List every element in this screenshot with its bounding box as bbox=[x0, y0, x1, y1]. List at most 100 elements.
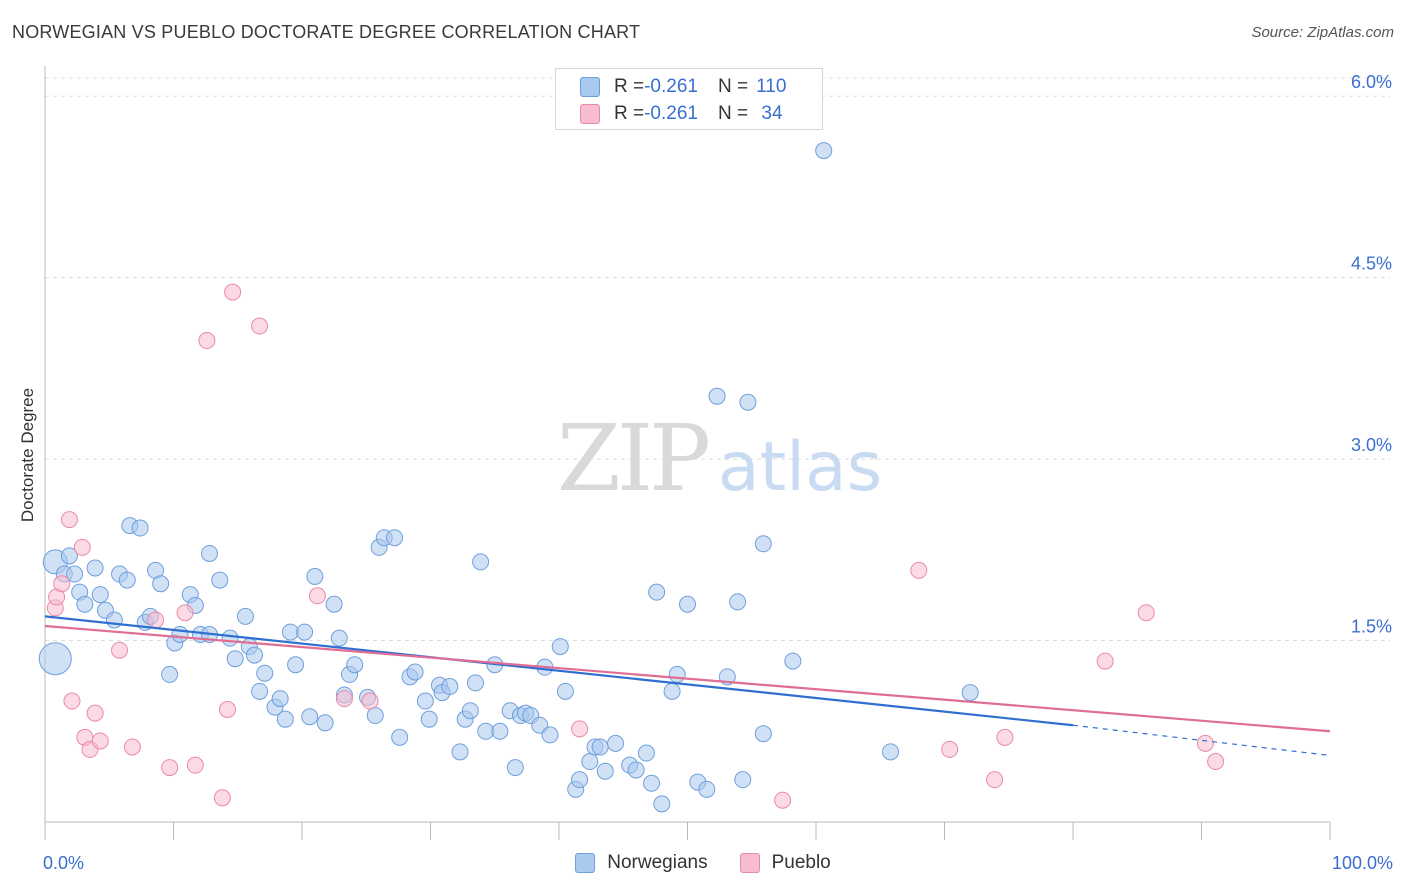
legend-row-norwegians: R = -0.261 N = 110 bbox=[580, 74, 786, 100]
data-point-norwegians bbox=[461, 702, 479, 720]
data-point-norwegians bbox=[556, 682, 574, 700]
axis-layer: 1.5% 3.0% 4.5% 6.0% 0.0% 100.0% bbox=[43, 66, 1393, 873]
legend-row-pueblo: R = -0.261 N = 34 bbox=[580, 101, 783, 127]
data-point-norwegians bbox=[607, 734, 625, 752]
data-point-norwegians bbox=[679, 595, 696, 613]
data-point-pueblo bbox=[774, 791, 792, 809]
data-point-norwegians bbox=[152, 575, 170, 593]
data-point-norwegians bbox=[734, 771, 752, 789]
x-tick-label: 0.0% bbox=[43, 853, 84, 873]
data-point-norwegians bbox=[754, 535, 772, 553]
data-point-pueblo bbox=[86, 704, 104, 722]
y-tick-label: 4.5% bbox=[1351, 254, 1392, 274]
y-tick-label: 1.5% bbox=[1351, 617, 1392, 637]
series-legend-pueblo: Pueblo bbox=[739, 852, 831, 874]
data-point-norwegians bbox=[739, 393, 757, 411]
data-point-pueblo bbox=[73, 538, 91, 556]
data-point-norwegians bbox=[416, 692, 434, 710]
data-point-norwegians bbox=[251, 682, 269, 700]
data-point-pueblo bbox=[218, 701, 236, 718]
data-point-norwegians bbox=[784, 652, 802, 670]
legend-n-value: 34 bbox=[756, 103, 783, 124]
data-point-pueblo bbox=[198, 332, 216, 350]
data-point-pueblo bbox=[123, 738, 141, 756]
legend-r-value: -0.261 bbox=[644, 103, 698, 124]
data-point-pueblo bbox=[1096, 652, 1114, 670]
data-point-norwegians bbox=[882, 743, 900, 761]
data-point-norwegians bbox=[245, 646, 263, 664]
data-point-norwegians bbox=[472, 553, 490, 571]
data-point-pueblo bbox=[111, 641, 129, 659]
data-point-norwegians bbox=[105, 611, 123, 629]
data-point-norwegians bbox=[256, 664, 274, 682]
y-tick-label: 3.0% bbox=[1351, 435, 1392, 455]
data-point-norwegians bbox=[38, 642, 72, 676]
trend-line-norwegians bbox=[44, 615, 1074, 727]
data-point-norwegians bbox=[276, 710, 294, 728]
data-point-pueblo bbox=[308, 587, 326, 605]
data-point-norwegians bbox=[287, 656, 305, 674]
data-point-norwegians bbox=[668, 665, 686, 683]
data-point-norwegians bbox=[961, 684, 979, 702]
data-point-pueblo bbox=[1196, 734, 1214, 752]
data-point-norwegians bbox=[346, 656, 364, 674]
data-point-norwegians bbox=[406, 663, 424, 681]
series-swatch-pueblo bbox=[739, 853, 760, 873]
data-point-pueblo bbox=[1207, 753, 1225, 771]
data-point-norwegians bbox=[581, 753, 599, 771]
data-point-norwegians bbox=[491, 722, 509, 740]
legend-r-value: -0.261 bbox=[644, 76, 698, 97]
data-point-norwegians bbox=[211, 571, 229, 589]
data-point-norwegians bbox=[663, 682, 681, 700]
data-point-norwegians bbox=[708, 387, 726, 405]
data-point-norwegians bbox=[91, 586, 109, 604]
data-point-pueblo bbox=[91, 732, 109, 750]
data-point-norwegians bbox=[76, 595, 94, 613]
data-point-norwegians bbox=[653, 795, 671, 813]
data-point-norwegians bbox=[571, 771, 589, 789]
legend-n-value: 110 bbox=[756, 76, 787, 97]
data-point-norwegians bbox=[236, 607, 254, 625]
legend-swatch-pueblo bbox=[580, 104, 600, 124]
data-point-norwegians bbox=[551, 638, 569, 656]
data-point-norwegians bbox=[386, 529, 404, 547]
points-layer bbox=[38, 142, 1225, 813]
data-point-pueblo bbox=[361, 692, 379, 710]
data-point-norwegians bbox=[161, 665, 179, 683]
data-point-norwegians bbox=[754, 725, 772, 743]
data-point-norwegians bbox=[226, 650, 244, 668]
legend-r-label: R = bbox=[614, 103, 645, 124]
data-point-pueblo bbox=[147, 611, 165, 629]
series-label-norwegians: Norwegians bbox=[607, 852, 708, 873]
data-point-pueblo bbox=[63, 692, 81, 710]
data-point-norwegians bbox=[648, 583, 666, 601]
data-point-norwegians bbox=[316, 714, 334, 732]
data-point-norwegians bbox=[306, 567, 324, 585]
data-point-norwegians bbox=[221, 629, 239, 647]
trend-line-pueblo bbox=[44, 624, 1331, 733]
legend-r-label: R = bbox=[614, 76, 645, 97]
data-point-norwegians bbox=[506, 759, 524, 777]
data-point-pueblo bbox=[571, 720, 589, 738]
data-point-norwegians bbox=[281, 623, 299, 641]
data-point-pueblo bbox=[186, 756, 204, 774]
data-point-norwegians bbox=[66, 565, 84, 583]
data-point-norwegians bbox=[86, 559, 104, 577]
series-legend: Norwegians Pueblo bbox=[0, 852, 1406, 874]
data-point-pueblo bbox=[986, 771, 1004, 789]
data-point-norwegians bbox=[698, 780, 716, 798]
data-point-norwegians bbox=[729, 593, 747, 611]
data-point-norwegians bbox=[451, 743, 469, 761]
data-point-norwegians bbox=[596, 762, 614, 780]
data-point-norwegians bbox=[366, 707, 384, 725]
x-tick-label: 100.0% bbox=[1332, 853, 1393, 873]
data-point-pueblo bbox=[1137, 604, 1155, 622]
data-point-norwegians bbox=[541, 726, 559, 744]
data-point-norwegians bbox=[131, 519, 149, 537]
legend-n-label: N = bbox=[717, 103, 749, 124]
data-point-norwegians bbox=[627, 761, 645, 779]
data-point-norwegians bbox=[60, 547, 78, 565]
grid-layer bbox=[45, 77, 1390, 642]
series-label-pueblo: Pueblo bbox=[771, 852, 831, 873]
